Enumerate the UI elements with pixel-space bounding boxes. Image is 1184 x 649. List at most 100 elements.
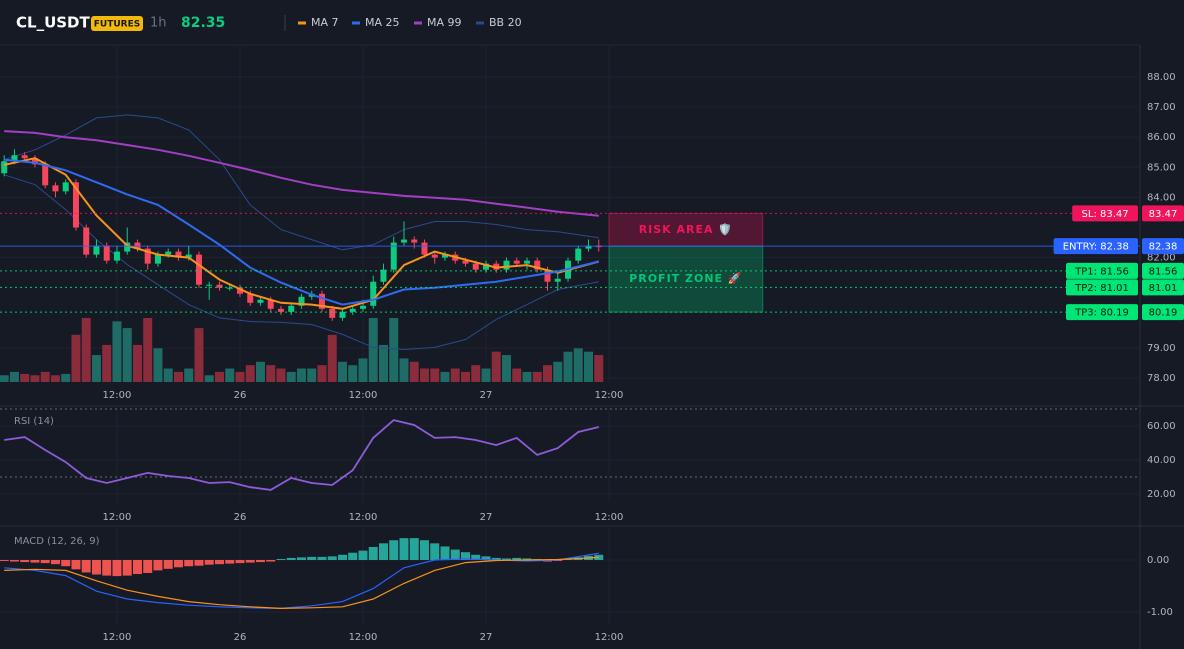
volume-bar bbox=[40, 371, 50, 382]
price-tag-bg bbox=[1142, 262, 1184, 279]
y-tick-label: 85.00 bbox=[1147, 162, 1176, 173]
level-label: SL: 83.47 bbox=[1082, 209, 1129, 220]
level-label-bg bbox=[1066, 304, 1138, 321]
macd-histogram bbox=[71, 559, 81, 570]
volume-bar bbox=[266, 365, 276, 382]
macd-histogram bbox=[61, 559, 71, 567]
volume-bar bbox=[173, 371, 183, 382]
macd-histogram bbox=[358, 550, 368, 560]
candle-body bbox=[247, 293, 254, 303]
rsi-line bbox=[4, 419, 600, 491]
ma-line bbox=[3, 157, 600, 310]
macd-histogram bbox=[40, 559, 50, 564]
volume-bar bbox=[9, 371, 19, 382]
candle-body bbox=[585, 245, 592, 249]
level-label-bg bbox=[1053, 238, 1138, 255]
volume-bar bbox=[389, 317, 399, 382]
candle-body bbox=[62, 182, 69, 192]
y-tick-label: 40.00 bbox=[1147, 455, 1176, 466]
macd-histogram bbox=[307, 556, 317, 560]
macd-histogram bbox=[491, 557, 501, 560]
candle-body bbox=[195, 254, 202, 285]
level-label-bg bbox=[1072, 205, 1138, 222]
volume-bar bbox=[553, 361, 563, 382]
macd-histogram bbox=[132, 559, 142, 575]
volume-bar bbox=[399, 358, 409, 382]
candle-body bbox=[575, 248, 582, 261]
macd-histogram bbox=[440, 546, 450, 560]
volume-bar bbox=[153, 348, 163, 382]
candle-body bbox=[31, 158, 38, 165]
candle-body bbox=[380, 269, 387, 282]
volume-bar bbox=[91, 355, 101, 382]
volume-bar bbox=[184, 368, 194, 382]
candle-body bbox=[175, 251, 182, 258]
volume-bar bbox=[214, 371, 224, 382]
y-tick-label: 84.00 bbox=[1147, 192, 1176, 203]
macd-histogram bbox=[399, 538, 409, 560]
candle-body bbox=[185, 254, 192, 258]
zone-label: PROFIT ZONE 🚀 bbox=[629, 272, 742, 285]
volume-bar bbox=[61, 373, 71, 382]
level-label-bg bbox=[1066, 279, 1138, 296]
candle-body bbox=[83, 227, 90, 255]
volume-bar bbox=[296, 368, 306, 382]
candle-body bbox=[431, 254, 438, 258]
level-label: TP1: 81.56 bbox=[1074, 266, 1129, 277]
zone bbox=[608, 212, 764, 247]
macd-histogram bbox=[450, 549, 460, 560]
candle-body bbox=[370, 281, 377, 306]
legend-label: MA 99 bbox=[427, 16, 462, 29]
bollinger-band bbox=[4, 174, 599, 351]
volume-bar bbox=[122, 328, 132, 382]
volume-bar bbox=[584, 351, 594, 382]
macd-histogram bbox=[430, 543, 440, 560]
y-tick-label: 0.00 bbox=[1147, 555, 1169, 566]
macd-histogram bbox=[122, 559, 132, 576]
x-tick-label: 12:00 bbox=[349, 632, 378, 643]
y-tick-label: 86.00 bbox=[1147, 132, 1176, 143]
candle-body bbox=[113, 251, 120, 261]
macd-histogram bbox=[286, 557, 296, 560]
macd-histogram bbox=[245, 559, 255, 563]
volume-bar bbox=[430, 368, 440, 382]
x-tick-label: 12:00 bbox=[595, 632, 624, 643]
candle-body bbox=[42, 164, 49, 186]
macd-line bbox=[4, 552, 599, 610]
price-tag-bg bbox=[1142, 238, 1184, 255]
volume-bar bbox=[594, 355, 604, 382]
candle-body bbox=[441, 254, 448, 258]
macd-histogram bbox=[91, 559, 101, 575]
x-tick-label: 26 bbox=[234, 512, 247, 523]
macd-histogram bbox=[0, 559, 9, 562]
volume-bar bbox=[245, 365, 255, 382]
macd-histogram bbox=[255, 559, 265, 563]
volume-bar bbox=[143, 317, 153, 382]
candle-body bbox=[226, 287, 233, 289]
x-tick-label: 26 bbox=[234, 632, 247, 643]
candle-body bbox=[482, 263, 489, 270]
volume-bar bbox=[276, 368, 286, 382]
candle-body bbox=[267, 299, 274, 309]
y-tick-label: -1.00 bbox=[1147, 607, 1173, 618]
candle-body bbox=[165, 251, 172, 255]
volume-bar bbox=[132, 344, 142, 382]
volume-bar bbox=[317, 365, 327, 382]
price-tag: 82.38 bbox=[1149, 242, 1178, 253]
volume-bar bbox=[102, 344, 112, 382]
macd-histogram bbox=[522, 558, 532, 560]
macd-histogram bbox=[368, 546, 378, 560]
macd-histogram bbox=[276, 558, 286, 560]
x-tick-label: 12:00 bbox=[103, 512, 132, 523]
candle-body bbox=[144, 248, 151, 264]
y-tick-label: 82.00 bbox=[1147, 253, 1176, 264]
price-tag: 83.47 bbox=[1149, 209, 1178, 220]
y-tick-label: 78.00 bbox=[1147, 373, 1176, 384]
candle-body bbox=[52, 185, 59, 192]
candle-body bbox=[472, 263, 479, 270]
x-tick-label: 26 bbox=[234, 390, 247, 401]
candle-body bbox=[154, 254, 161, 264]
macd-histogram bbox=[102, 559, 112, 576]
